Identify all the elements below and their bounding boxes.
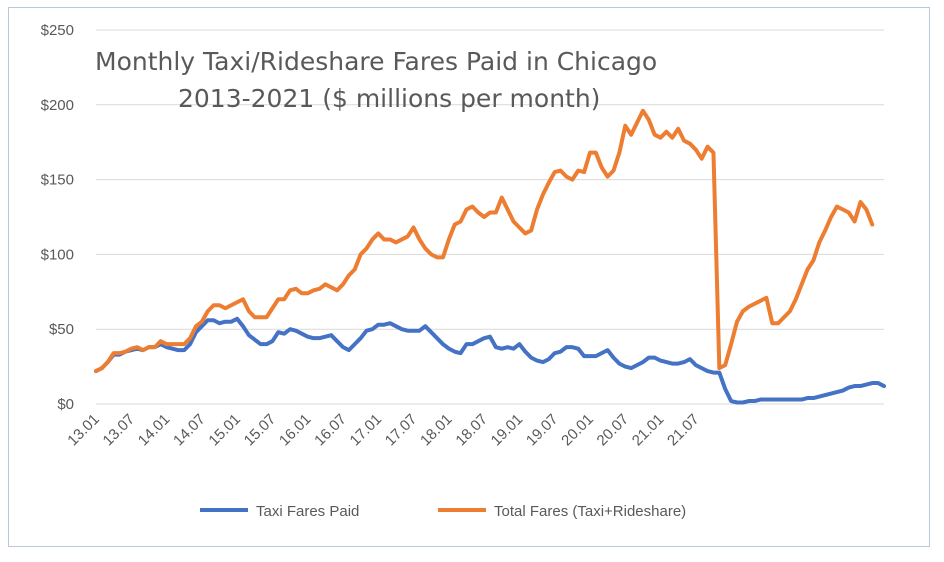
x-tick-label: 15.07 [241, 411, 280, 450]
x-axis-ticks: 13.0113.0714.0114.0715.0115.0716.0116.07… [64, 411, 702, 450]
x-tick-label: 20.01 [558, 411, 597, 450]
y-axis-ticks: $0 $50 $100 $150 $200 $250 [41, 22, 74, 413]
y-tick-label: $150 [41, 172, 74, 189]
y-tick-label: $50 [49, 321, 74, 338]
series-line-total [94, 108, 875, 374]
legend: Taxi Fares Paid Total Fares (Taxi+Ridesh… [200, 503, 686, 520]
x-tick-label: 14.01 [135, 411, 174, 450]
y-tick-label: $200 [41, 97, 74, 114]
series-line-taxi [94, 316, 886, 405]
x-tick-label: 20.07 [594, 411, 633, 450]
x-tick-label: 21.07 [664, 411, 703, 450]
x-tick-label: 13.07 [100, 411, 139, 450]
chart-frame [8, 7, 930, 547]
y-tick-label: $0 [57, 396, 74, 413]
x-tick-label: 19.07 [523, 411, 562, 450]
x-tick-label: 19.01 [488, 411, 527, 450]
x-tick-label: 16.07 [311, 411, 350, 450]
gridlines [96, 29, 884, 405]
legend-label-total: Total Fares (Taxi+Rideshare) [494, 503, 686, 520]
x-tick-label: 13.01 [64, 411, 103, 450]
x-tick-label: 21.01 [629, 411, 668, 450]
x-tick-label: 18.07 [452, 411, 491, 450]
chart-title: Monthly Taxi/Rideshare Fares Paid in Chi… [95, 47, 657, 76]
x-tick-label: 15.01 [205, 411, 244, 450]
chart-subtitle: 2013-2021 ($ millions per month) [178, 84, 600, 113]
x-tick-label: 16.01 [276, 411, 315, 450]
y-tick-label: $250 [41, 22, 74, 39]
legend-label-taxi: Taxi Fares Paid [256, 503, 359, 520]
y-tick-label: $100 [41, 246, 74, 263]
x-tick-label: 14.07 [170, 411, 209, 450]
x-tick-label: 17.07 [382, 411, 421, 450]
x-tick-label: 18.01 [417, 411, 456, 450]
series-lines [94, 108, 886, 405]
x-tick-label: 17.01 [347, 411, 386, 450]
